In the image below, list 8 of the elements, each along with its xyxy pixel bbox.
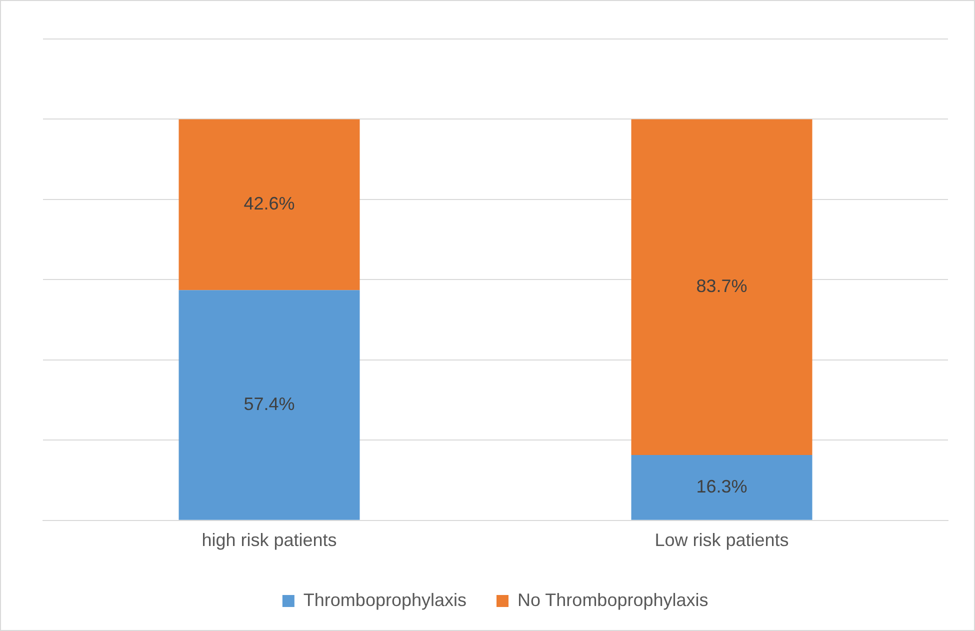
legend-label: Thromboprophylaxis bbox=[303, 590, 466, 610]
x-tick-label: Low risk patients bbox=[654, 530, 789, 550]
data-label: 57.4% bbox=[244, 394, 295, 414]
data-label: 83.7% bbox=[696, 276, 748, 296]
legend-label: No Thromboprophylaxis bbox=[517, 590, 708, 610]
data-label: 42.6% bbox=[244, 194, 295, 214]
x-tick-label: high risk patients bbox=[202, 530, 337, 550]
data-label: 16.3% bbox=[696, 476, 748, 496]
